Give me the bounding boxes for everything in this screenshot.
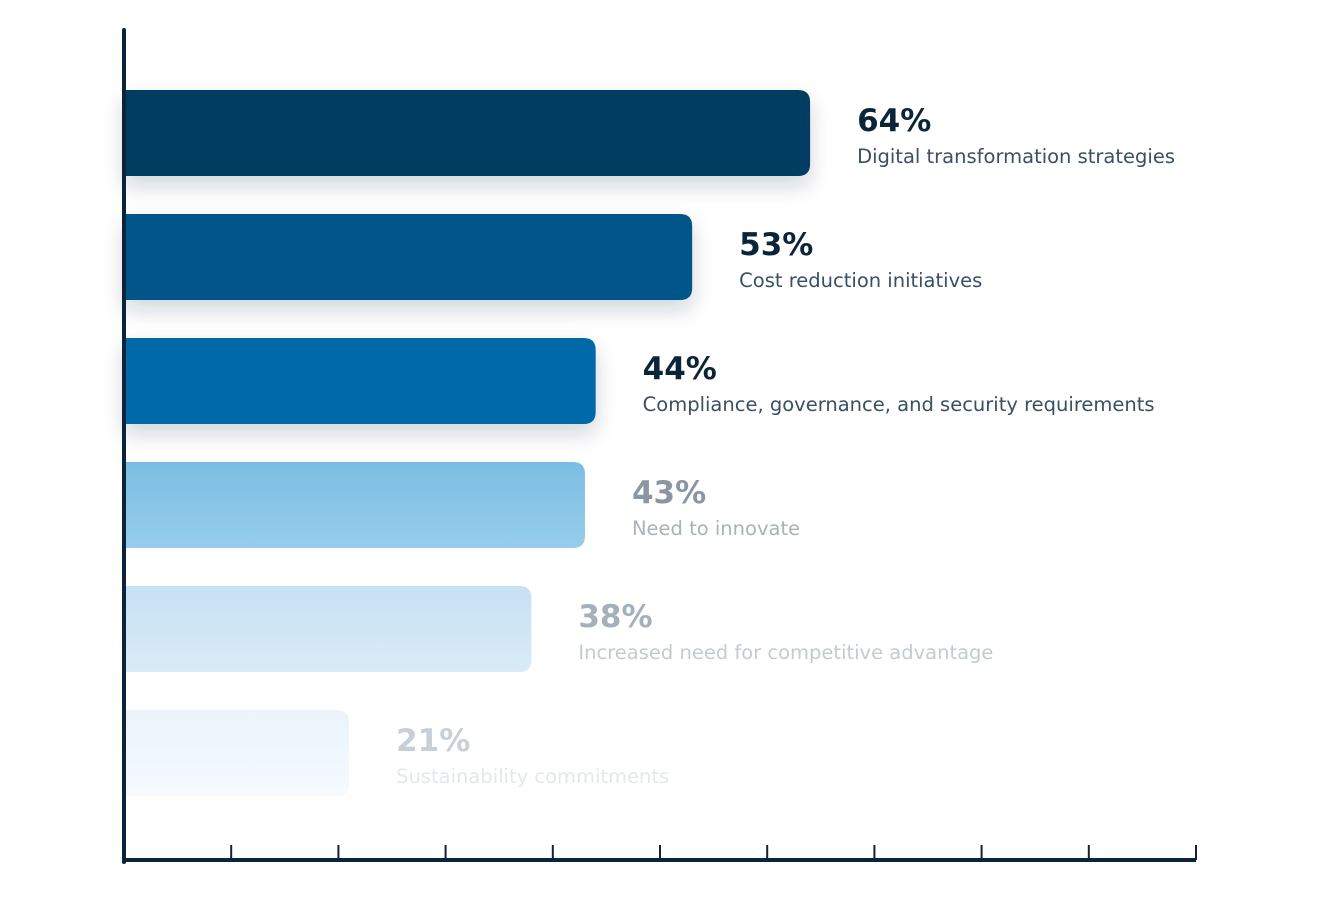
bar-value-label: 44% bbox=[643, 351, 717, 387]
bar-category-label: Increased need for competitive advantage bbox=[578, 641, 993, 664]
labels-group: 64% Digital transformation strategies 53% C… bbox=[396, 103, 1175, 788]
bars-group bbox=[124, 90, 811, 796]
bar-value-label: 43% bbox=[632, 475, 706, 511]
bar-category-label: Need to innovate bbox=[632, 517, 800, 540]
bar bbox=[124, 338, 596, 424]
bar bbox=[124, 214, 693, 300]
bar bbox=[124, 586, 532, 672]
bar-value-label: 53% bbox=[739, 227, 813, 263]
bar bbox=[124, 90, 811, 176]
bar-value-label: 21% bbox=[396, 723, 470, 759]
bar-category-label: Cost reduction initiatives bbox=[739, 269, 982, 292]
axes-group bbox=[122, 28, 1197, 864]
bar bbox=[124, 462, 585, 548]
bar bbox=[124, 710, 350, 796]
bar-value-label: 38% bbox=[578, 599, 652, 635]
bar-category-label: Compliance, governance, and security req… bbox=[643, 393, 1155, 416]
bar-value-label: 64% bbox=[857, 103, 931, 139]
bar-category-label: Sustainability commitments bbox=[396, 765, 669, 788]
bar-category-label: Digital transformation strategies bbox=[857, 145, 1175, 168]
